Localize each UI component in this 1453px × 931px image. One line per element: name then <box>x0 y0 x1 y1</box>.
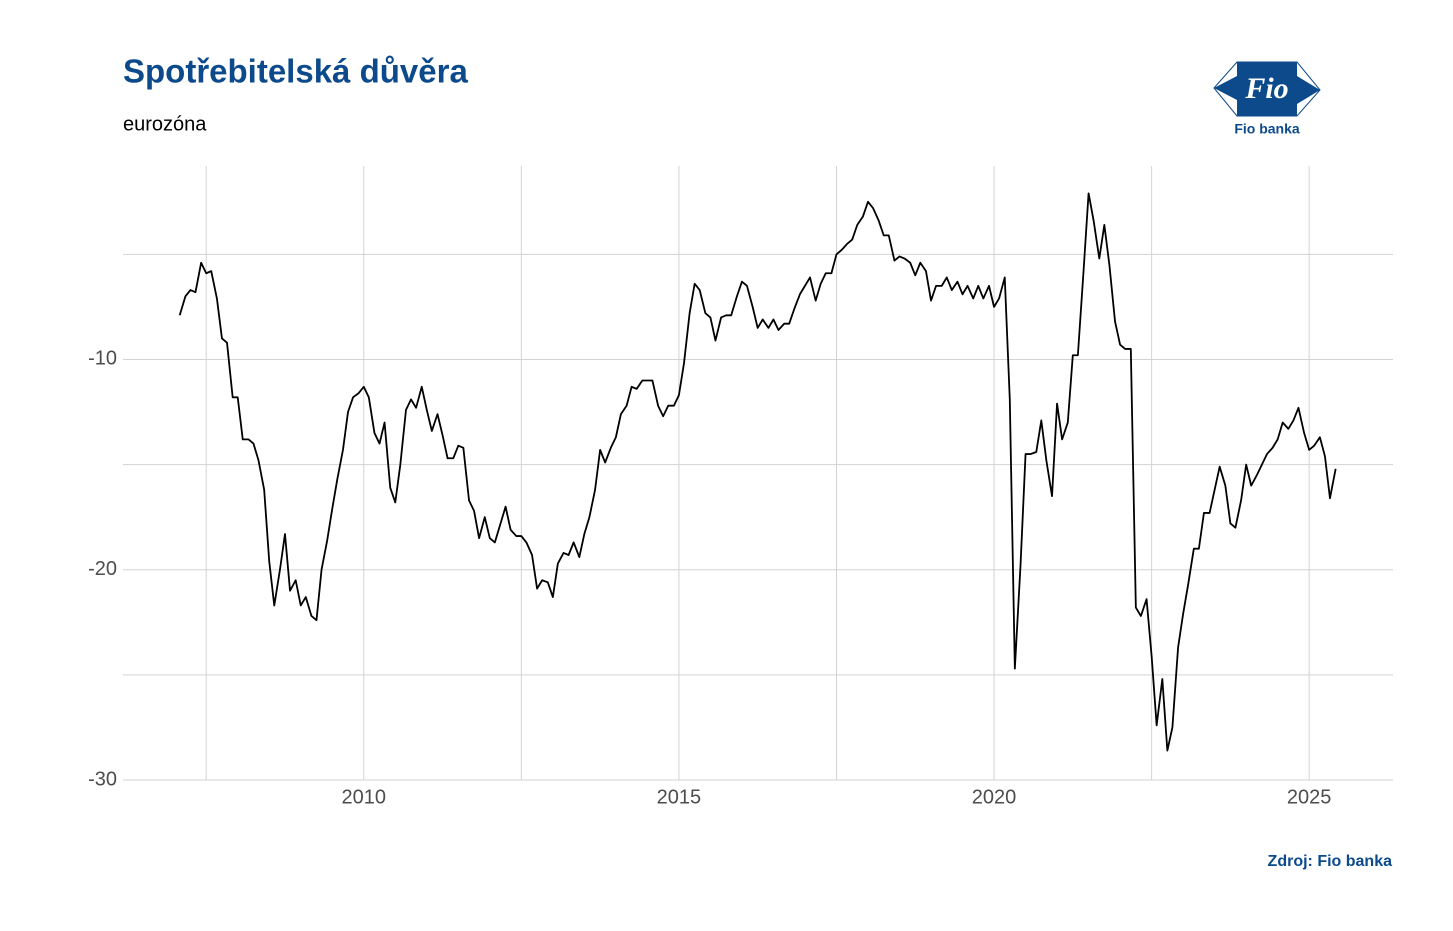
x-tick-label: 2025 <box>1287 786 1332 808</box>
logo-left <box>1214 76 1237 100</box>
logo-mark: Fio <box>1244 72 1288 105</box>
source: Zdroj: Fio banka <box>1268 853 1393 870</box>
chart-title: Spotřebitelská důvěra <box>123 53 468 90</box>
y-tick-label: -10 <box>88 348 117 370</box>
x-tick-label: 2015 <box>657 786 702 808</box>
x-tick-label: 2020 <box>972 786 1017 808</box>
x-tick-label: 2010 <box>342 786 387 808</box>
logo-right <box>1297 76 1320 104</box>
data-line <box>178 192 1337 752</box>
y-tick-label: -20 <box>88 558 117 580</box>
chart-subtitle: eurozóna <box>123 113 207 135</box>
logo-body <box>1237 62 1297 116</box>
logo-name: Fio banka <box>1234 121 1300 137</box>
y-tick-label: -30 <box>88 768 117 790</box>
logo: Fio Fio banka <box>1213 61 1321 137</box>
